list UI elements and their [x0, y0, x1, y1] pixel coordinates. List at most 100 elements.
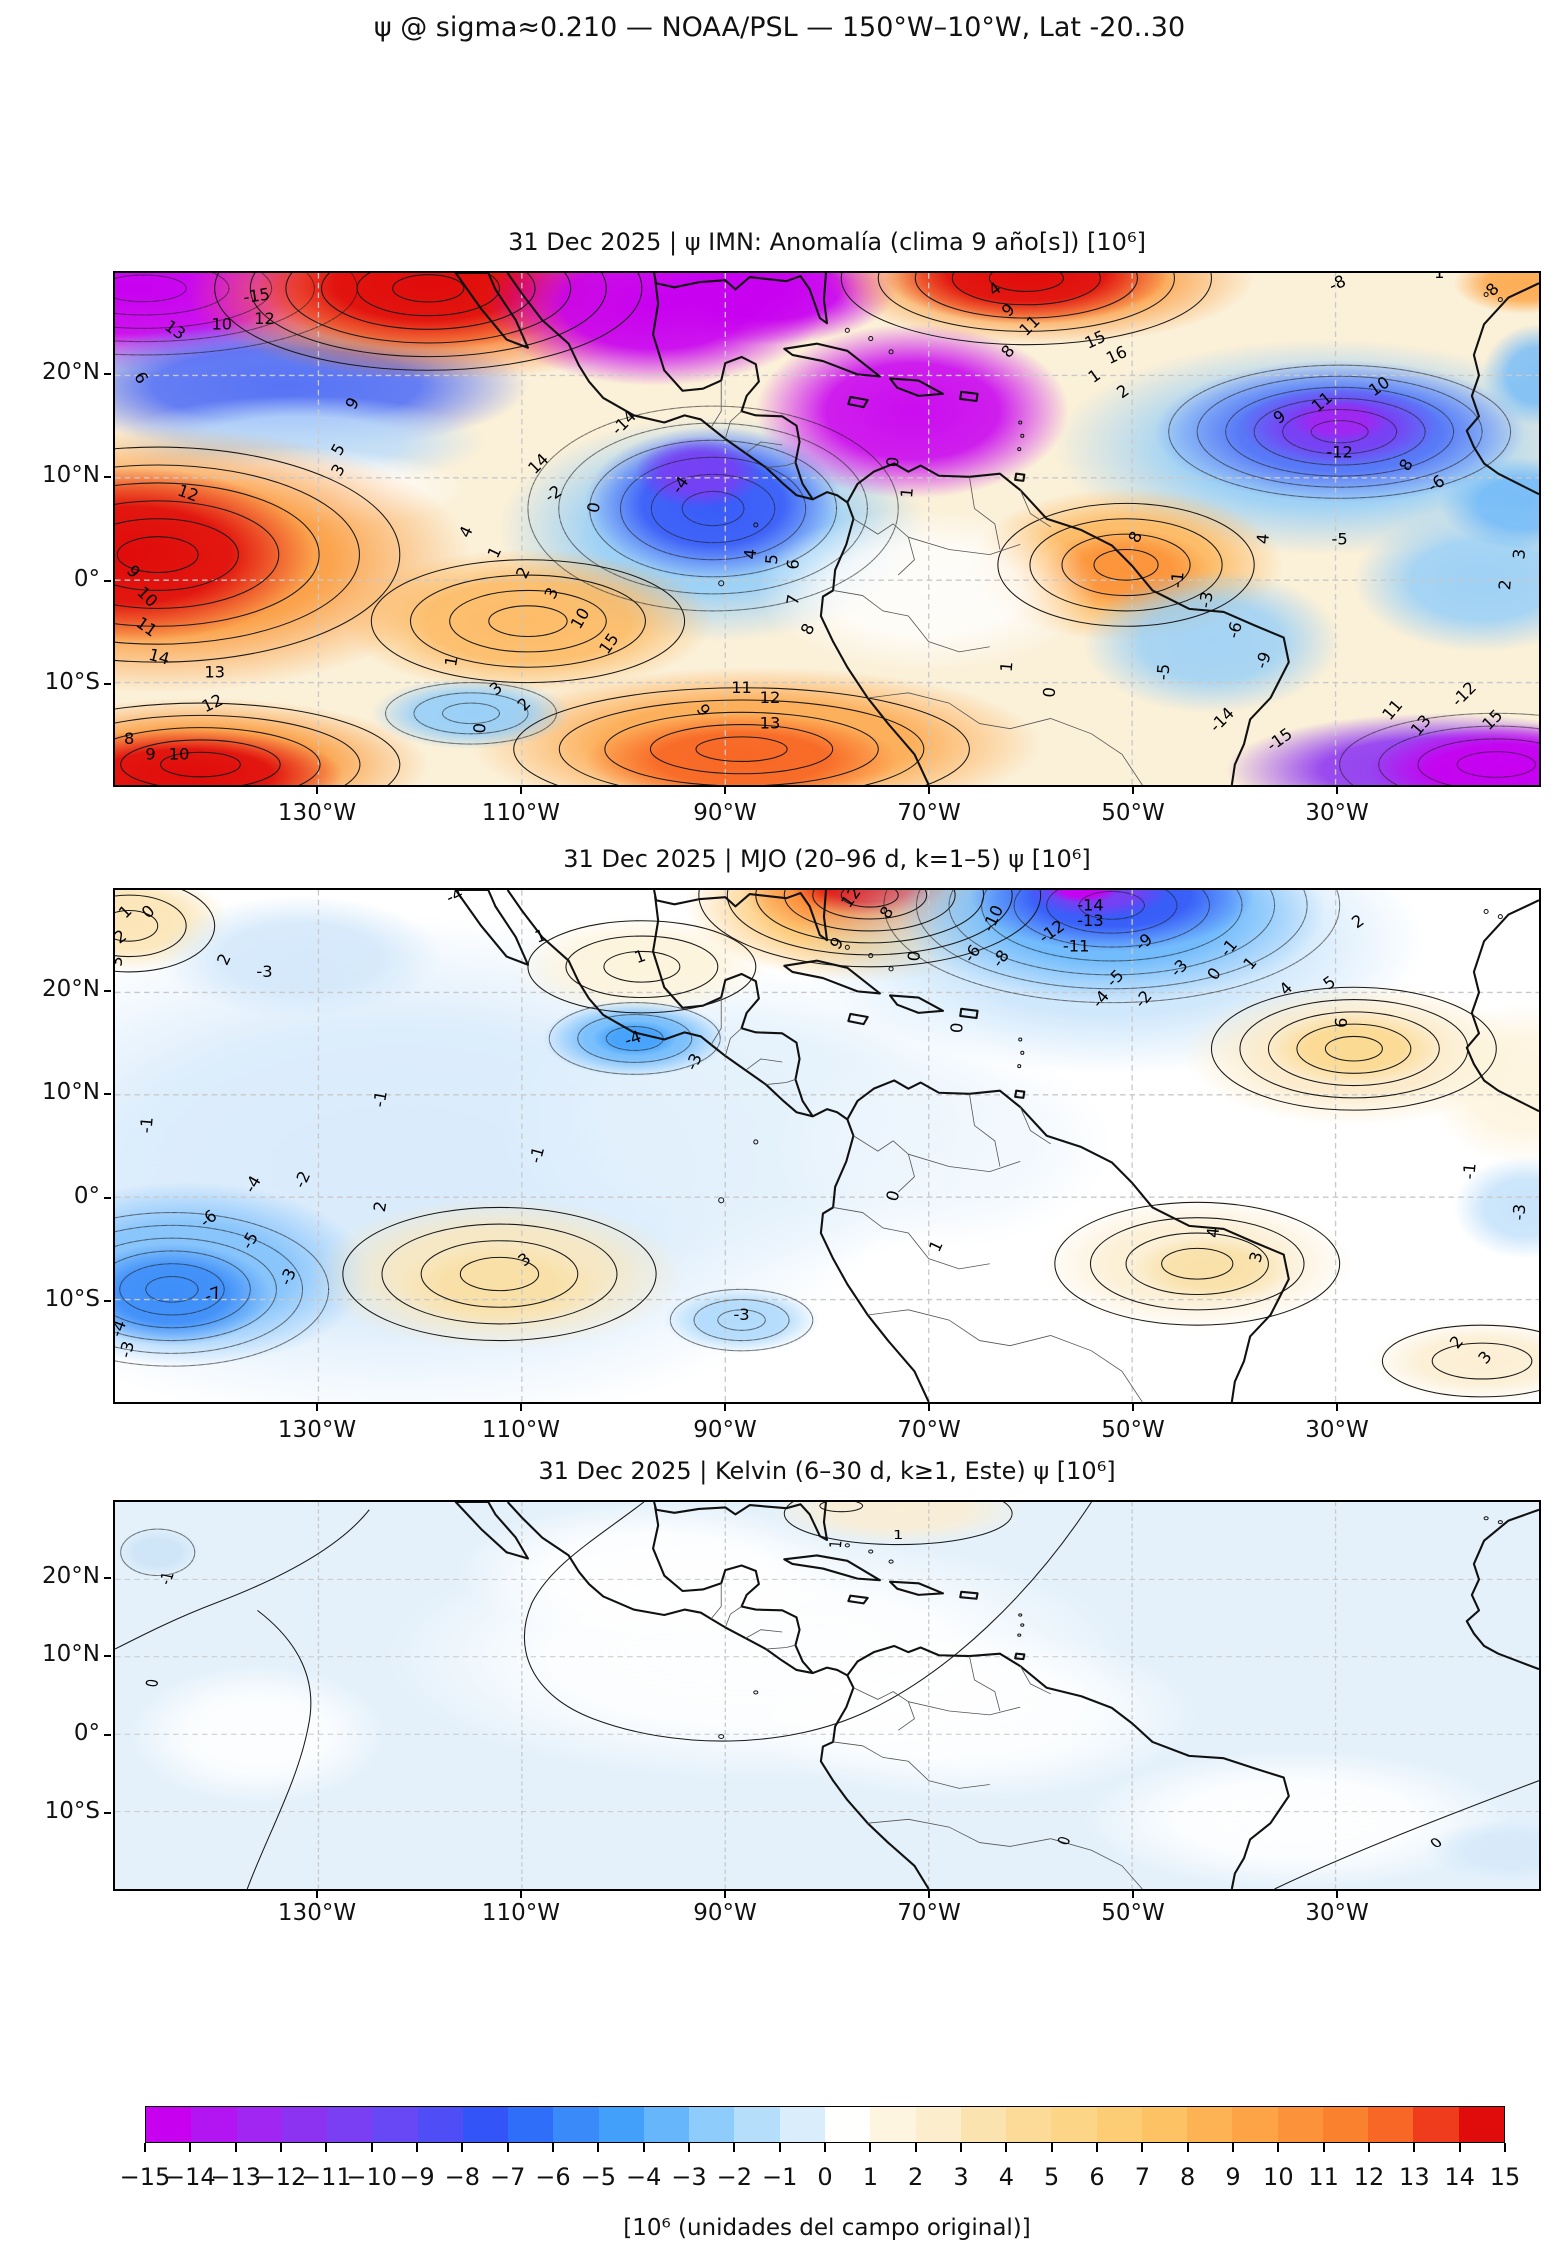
x-tick-label: 90°W	[693, 1417, 757, 1443]
colorbar-segment	[1141, 2107, 1188, 2142]
contour-label: -6	[1223, 620, 1245, 641]
contour-label: 4	[1203, 1227, 1223, 1239]
contour-label: 3	[1509, 548, 1529, 560]
colorbar-segment	[779, 2107, 825, 2142]
y-tick-mark	[104, 1093, 111, 1096]
x-tick-mark	[316, 1891, 318, 1898]
colorbar-tick-label: −7	[489, 2163, 526, 2191]
y-tick-mark	[104, 1655, 111, 1658]
figure-title: ψ @ sigma≈0.210 — NOAA/PSL — 150°W–10°W,…	[373, 12, 1186, 43]
panel-1-anomaly-map: -15 13 10 12 6 9 5 3 14 12 4 1 2 3 10 15 9 10 11 14 13 12 8 9 10…	[113, 271, 1541, 787]
x-tick-mark	[519, 1404, 522, 1411]
contour-label: 4	[1253, 533, 1273, 545]
y-tick-mark	[104, 1299, 111, 1302]
x-tick-mark	[316, 1404, 318, 1411]
x-tick-mark	[928, 1891, 930, 1898]
y-tick-label: 0°	[73, 1719, 100, 1746]
x-tick-mark	[1132, 1404, 1134, 1411]
colorbar-tick-mark	[778, 2143, 781, 2152]
colorbar-tick-label: 8	[1180, 2163, 1196, 2191]
colorbar-segment	[191, 2107, 237, 2142]
contour-label: 0	[882, 1188, 903, 1203]
colorbar-tick-label: 4	[998, 2163, 1014, 2191]
contour-label: 13	[760, 714, 781, 733]
graticule	[115, 890, 1539, 1402]
colorbar-tick-label: 10	[1263, 2163, 1294, 2191]
contour-label: -15	[242, 284, 271, 307]
coastlines	[456, 1502, 1539, 1889]
contour-label: -3	[682, 1050, 706, 1073]
contour-label: 12	[760, 688, 781, 707]
colorbar-segment	[1322, 2107, 1369, 2142]
y-tick-mark	[104, 990, 111, 993]
contour-label: -1	[369, 1089, 390, 1108]
contour-label: 0	[904, 950, 924, 962]
colorbar-segment	[553, 2107, 599, 2142]
colorbar-segment	[462, 2107, 509, 2142]
graticule	[115, 1502, 1539, 1889]
colorbar-tick-label: −2	[716, 2163, 753, 2191]
colorbar-tick-mark	[461, 2143, 464, 2152]
colorbar-tick-label: −11	[301, 2163, 352, 2191]
contour-label: 12	[254, 309, 275, 328]
colorbar-tick-mark	[1368, 2143, 1370, 2152]
panel-1-title: 31 Dec 2025 | ψ IMN: Anomalía (clima 9 a…	[508, 228, 1146, 256]
contour-label: -3	[1509, 1203, 1529, 1221]
colorbar-segment	[417, 2107, 463, 2142]
colorbar-segment	[1096, 2107, 1142, 2142]
y-tick-label: 10°N	[42, 1079, 100, 1106]
colorbar	[145, 2106, 1505, 2143]
colorbar-tick-label: −4	[625, 2163, 662, 2191]
colorbar-segment	[372, 2107, 418, 2142]
contour-label: 6	[783, 558, 803, 570]
contour-label: -9	[1252, 649, 1275, 671]
colorbar-segment	[1006, 2107, 1052, 2142]
contour-label: 2	[370, 1200, 390, 1214]
colorbar-tick-mark	[1458, 2143, 1461, 2152]
contour-label: 1	[897, 487, 917, 499]
x-tick-mark	[316, 787, 318, 794]
colorbar-tick-mark	[597, 2143, 600, 2152]
x-tick-label: 50°W	[1101, 800, 1165, 826]
contour-label: 1	[632, 946, 648, 967]
contour-label: -4	[443, 890, 466, 907]
contour-label: 9	[145, 744, 155, 763]
colorbar-tick-mark	[1232, 2143, 1234, 2152]
colorbar-tick-mark	[189, 2143, 192, 2152]
colorbar-tick-mark	[1186, 2143, 1189, 2152]
contour-label: -7	[202, 1283, 224, 1306]
x-tick-label: 30°W	[1305, 1900, 1369, 1926]
colorbar-tick-label: 9	[1225, 2163, 1241, 2191]
y-tick-mark	[104, 1811, 111, 1814]
colorbar-segment	[689, 2107, 735, 2142]
colorbar-tick-mark	[642, 2143, 645, 2152]
contour-label: 3	[1246, 1250, 1267, 1265]
panel-2-title: 31 Dec 2025 | MJO (20–96 d, k=1–5) ψ [10…	[563, 845, 1091, 873]
colorbar-tick-label: 0	[817, 2163, 833, 2191]
contour-label: 0	[470, 722, 490, 734]
colorbar-segment	[643, 2107, 690, 2142]
contour-label: -3	[276, 1265, 300, 1288]
colorbar-segment	[1368, 2107, 1414, 2142]
colorbar-segment	[1051, 2107, 1097, 2142]
colorbar-tick-label: 11	[1308, 2163, 1339, 2191]
contour-label: -3	[1195, 590, 1216, 609]
x-tick-label: 30°W	[1305, 800, 1369, 826]
colorbar-tick-label: −13	[210, 2163, 261, 2191]
contour-lines	[115, 1502, 1539, 1889]
contour-label: 0	[584, 501, 604, 515]
colorbar-tick-mark	[914, 2143, 917, 2152]
contour-label: 1	[827, 1540, 846, 1549]
contour-map-canvas: 10232-3-41-1-1-6-7-5-4-2-3-4-3231-4-3-10…	[115, 890, 1539, 1402]
colorbar-tick-mark	[824, 2143, 826, 2152]
colorbar-tick-mark	[869, 2143, 872, 2152]
contour-label: -4	[240, 1172, 265, 1196]
contour-label: -4	[115, 1318, 130, 1340]
y-tick-label: 10°S	[44, 1797, 100, 1824]
colorbar-tick-mark	[1005, 2143, 1008, 2152]
contour-label: 0	[144, 1678, 164, 1688]
colorbar-tick-label: 12	[1353, 2163, 1385, 2191]
x-tick-mark	[723, 1404, 726, 1411]
contour-label: 1	[1434, 273, 1444, 282]
contour-label: 10	[169, 744, 190, 763]
